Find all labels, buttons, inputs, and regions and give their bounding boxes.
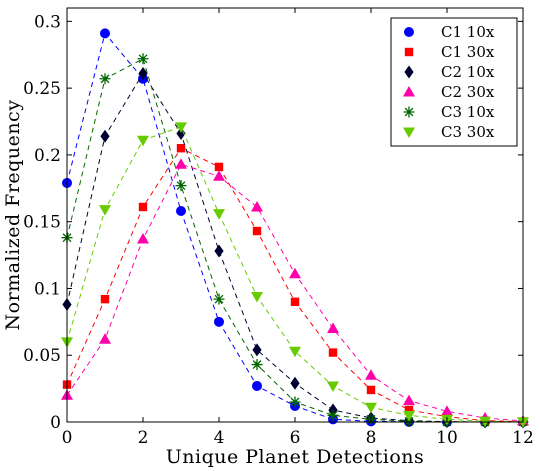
legend-item: C1 10x: [404, 23, 495, 41]
x-axis-label: Unique Planet Detections: [166, 446, 425, 468]
y-tick-label: 0.25: [23, 79, 61, 99]
data-point: [252, 226, 262, 236]
data-point: [214, 316, 224, 327]
data-point: [100, 28, 110, 39]
data-point: [137, 53, 149, 65]
legend-label: C1 30x: [441, 43, 495, 61]
ticks-layer: 0 2 4 6 8 10 12 0 0.05 0.1 0.15 0.2 0.25 0.3: [23, 8, 534, 448]
data-point: [365, 402, 377, 414]
x-tick-label: 6: [290, 428, 301, 448]
data-point: [290, 297, 300, 307]
y-tick-label: 0.15: [23, 213, 61, 233]
data-point: [328, 348, 338, 357]
series-layer: [61, 28, 529, 429]
x-tick-label: 8: [366, 428, 377, 448]
data-point: [252, 380, 262, 391]
x-tick-label: 2: [138, 428, 149, 448]
data-point: [366, 385, 376, 395]
data-point: [289, 396, 301, 408]
data-point: [251, 200, 263, 212]
legend-label: C2 10x: [441, 63, 495, 81]
data-point: [289, 346, 301, 358]
data-point: [214, 244, 224, 258]
data-point: [403, 410, 415, 422]
data-point: [176, 205, 186, 216]
data-point: [327, 409, 339, 421]
legend-marker: [403, 127, 415, 138]
y-tick-label: 0: [50, 413, 61, 433]
x-tick-label: 12: [512, 428, 534, 448]
data-point: [138, 202, 148, 212]
data-point: [100, 294, 110, 304]
data-point: [100, 129, 110, 143]
data-point: [403, 415, 415, 427]
data-point: [175, 158, 187, 169]
data-point: [99, 333, 111, 344]
y-tick-label: 0.1: [34, 279, 61, 299]
legend-marker: [404, 65, 414, 79]
data-point: [289, 267, 301, 279]
legend-item: C2 10x: [404, 63, 495, 81]
legend-label: C1 10x: [441, 23, 495, 41]
x-tick-label: 0: [62, 428, 73, 448]
x-tick-label: 10: [436, 428, 458, 448]
x-tick-label: 4: [214, 428, 225, 448]
data-point: [213, 170, 225, 181]
legend-item: C3 10x: [403, 103, 495, 121]
data-point: [403, 394, 415, 406]
data-point: [290, 376, 300, 390]
data-point: [404, 405, 414, 415]
legend-item: C2 30x: [403, 83, 495, 101]
legend-marker: [403, 86, 415, 97]
y-tick-label: 0.3: [34, 12, 61, 32]
data-point: [175, 122, 187, 133]
data-point: [365, 369, 377, 380]
data-point: [327, 381, 339, 392]
data-point: [175, 180, 187, 192]
data-point: [137, 135, 149, 147]
data-point: [327, 322, 339, 334]
legend-marker: [403, 106, 415, 118]
y-axis-label: Normalized Frequency: [2, 100, 24, 331]
legend-marker: [404, 47, 414, 57]
data-point: [251, 359, 263, 371]
legend-item: C1 30x: [404, 43, 495, 61]
y-tick-label: 0.2: [34, 146, 61, 166]
data-point: [176, 127, 186, 141]
legend-box: [390, 17, 518, 147]
data-point: [251, 291, 263, 303]
data-point: [176, 144, 186, 153]
legend-item: C3 30x: [403, 123, 495, 141]
legend-marker: [404, 27, 414, 37]
data-point: [213, 293, 225, 305]
legend-label: C3 30x: [441, 123, 495, 141]
legend: C1 10x C1 30x C2 10x C2 30x C3 10x C3 30x: [390, 17, 518, 147]
data-point: [99, 205, 111, 216]
legend-label: C3 10x: [441, 103, 495, 121]
data-point: [214, 162, 224, 172]
data-point: [137, 233, 149, 244]
data-point: [138, 66, 148, 80]
data-point: [213, 209, 225, 220]
data-point: [441, 405, 453, 416]
legend-label: C2 30x: [441, 83, 495, 101]
data-point: [99, 73, 111, 85]
data-point: [252, 343, 262, 357]
y-tick-label: 0.05: [23, 346, 61, 366]
